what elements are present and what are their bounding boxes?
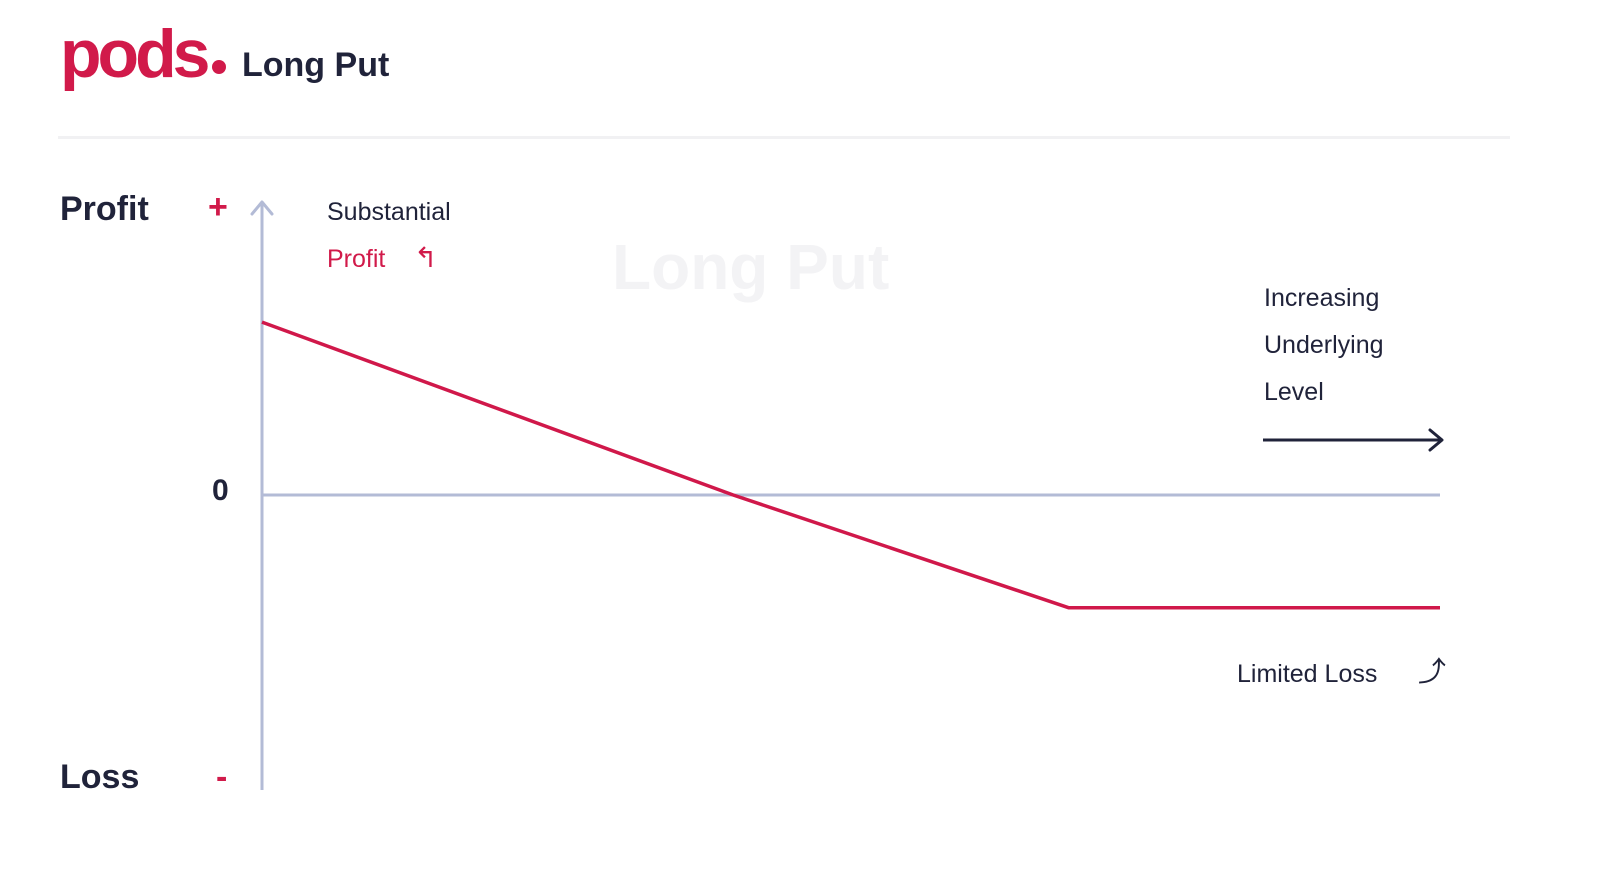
plus-sign: + bbox=[208, 188, 228, 226]
payoff-line bbox=[261, 320, 1440, 610]
y-label-profit: Profit bbox=[60, 190, 149, 228]
note-limited-loss: Limited Loss bbox=[1237, 660, 1378, 688]
note-profit: Profit bbox=[327, 245, 386, 273]
note-level: Level bbox=[1264, 378, 1324, 406]
note-increasing: Increasing bbox=[1264, 284, 1380, 312]
profit-arrow-icon: ↰ bbox=[414, 242, 438, 273]
minus-sign: - bbox=[216, 758, 228, 796]
title-dot bbox=[212, 60, 226, 74]
note-substantial: Substantial bbox=[327, 198, 451, 226]
loss-arrow-icon: ⤴ bbox=[1418, 656, 1447, 687]
increasing-arrow-icon bbox=[1428, 428, 1444, 452]
header-divider bbox=[58, 136, 1510, 139]
pods-logo: pods bbox=[60, 16, 210, 92]
chart-watermark: Long Put bbox=[612, 231, 890, 303]
note-underlying: Underlying bbox=[1264, 331, 1384, 359]
y-axis-arrowhead bbox=[250, 200, 274, 216]
zero-tick-label: 0 bbox=[212, 474, 229, 507]
page-title: Long Put bbox=[242, 46, 390, 84]
y-label-loss: Loss bbox=[60, 758, 140, 796]
